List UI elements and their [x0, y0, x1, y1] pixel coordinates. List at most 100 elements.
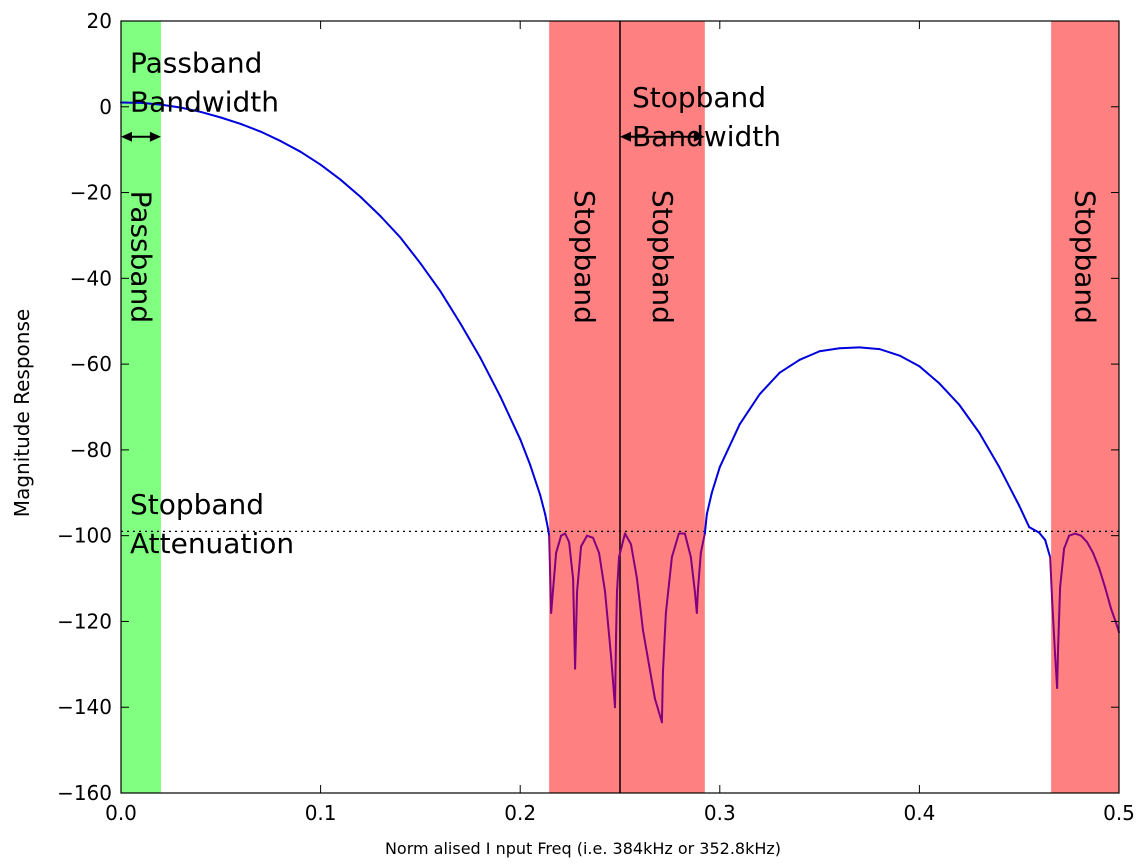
bandwidth-arrow-head	[121, 131, 132, 142]
response-line-segment	[661, 611, 667, 674]
response-line-segment	[479, 356, 502, 398]
response-line-segment	[1110, 607, 1119, 627]
stopband-region	[1051, 21, 1119, 793]
response-line-segment	[199, 110, 222, 119]
x-tick-label: 0.3	[704, 801, 736, 825]
response-line-segment	[139, 101, 162, 106]
response-line-segment	[898, 354, 921, 368]
stopband-region-label: Stopband	[646, 190, 679, 324]
response-line-segment	[689, 556, 696, 593]
passband-region-label: Passband	[124, 191, 157, 323]
x-tick-label: 0.1	[305, 801, 337, 825]
response-line-segment	[519, 438, 532, 466]
response-line-segment	[547, 528, 551, 537]
response-line-segment	[564, 532, 571, 544]
response-line-segment	[574, 590, 579, 670]
annotation-text: Stopband	[632, 81, 766, 114]
annotation-text: Bandwidth	[130, 85, 279, 118]
response-line-segment	[550, 551, 558, 614]
response-line-segment	[614, 637, 618, 709]
response-line-segment	[683, 532, 692, 559]
response-line-segment	[858, 346, 881, 351]
y-tick-label: −120	[57, 609, 112, 633]
response-line-segment	[159, 103, 182, 109]
response-line-segment	[1056, 646, 1060, 689]
response-line-segment	[1080, 534, 1089, 544]
response-line-segment	[259, 130, 282, 143]
stopband-region-label: Stopband	[568, 190, 601, 324]
response-line-segment	[459, 322, 482, 359]
response-line-segment	[696, 551, 702, 593]
response-line-segment	[339, 178, 362, 198]
axis-ticks: 0.0 0.1 0.2 0.3 0.4 0.5 20 0 −20 −40 −60 −80 −100 −12…	[57, 9, 1135, 825]
response-line-segment	[778, 358, 801, 374]
bandwidth-arrow-head	[620, 131, 631, 142]
response-line-segment	[616, 556, 621, 593]
response-line-segment	[629, 543, 638, 580]
response-line-segment	[1098, 566, 1107, 589]
x-tick-label: 0.5	[1103, 801, 1135, 825]
response-line-segment	[439, 290, 462, 325]
response-line-segment	[399, 236, 422, 265]
y-tick-label: 20	[87, 9, 112, 33]
response-line-segment	[544, 513, 550, 531]
x-axis-label: Norm alised I nput Freq (i.e. 384kHz or …	[385, 839, 781, 858]
response-line-segment	[1049, 556, 1054, 601]
response-line-segment	[670, 532, 680, 559]
response-line-segment	[580, 534, 589, 548]
response-line-segment	[279, 140, 302, 153]
response-line-segment	[319, 163, 342, 181]
response-line-segment	[647, 663, 656, 700]
response-line-segment	[703, 513, 708, 535]
response-line-segment	[586, 534, 595, 539]
response-line-segment	[758, 371, 781, 396]
response-line-segment	[623, 532, 632, 546]
response-line-segment	[1057, 586, 1062, 649]
response-line-segment	[379, 215, 402, 239]
response-line-segment	[664, 556, 673, 614]
response-line-segment	[1044, 538, 1052, 559]
response-line-segment	[1051, 599, 1057, 657]
x-tick-label: 0.4	[903, 801, 935, 825]
response-line-segment	[660, 671, 664, 724]
x-tick-label: 0.2	[504, 801, 536, 825]
response-line-segment	[798, 350, 821, 361]
response-line-segment	[1038, 531, 1047, 541]
stopband-region-label: Stopband	[1069, 190, 1102, 324]
response-line-segment	[641, 629, 650, 666]
response-line-segment	[1068, 532, 1077, 537]
response-line-segment	[299, 150, 322, 166]
annotation-text: Passband	[130, 46, 262, 79]
plot-frame	[120, 20, 1120, 794]
bandwidth-arrow-head	[693, 131, 705, 142]
response-line-segment	[618, 532, 626, 559]
annotation-text: Stopband	[130, 488, 264, 521]
response-line-segment	[604, 590, 613, 657]
response-line-segment	[598, 551, 607, 593]
y-tick-label: −20	[70, 181, 112, 205]
y-axis-label: Magnitude Response	[10, 309, 34, 517]
response-line-segment	[592, 536, 601, 554]
response-line-segment	[918, 365, 941, 385]
response-line-segment	[419, 262, 442, 293]
response-line-segment	[539, 493, 547, 516]
y-tick-label: 0	[99, 95, 112, 119]
response-line-segment	[529, 463, 542, 496]
response-line-segment	[1104, 586, 1113, 610]
response-line-segment	[878, 348, 901, 357]
response-line-segment	[838, 346, 861, 350]
response-line-segment	[978, 431, 1001, 469]
y-tick-label: −160	[57, 781, 112, 805]
response-line-segment	[1086, 541, 1095, 554]
response-line-segment	[1092, 551, 1101, 569]
response-line-segment	[239, 122, 262, 133]
y-tick-label: −140	[57, 695, 112, 719]
response-line-segment	[738, 393, 761, 426]
passband-region	[121, 21, 161, 793]
response-line-segment	[653, 697, 663, 724]
response-line-segment	[179, 106, 202, 113]
y-tick-label: −60	[70, 352, 112, 376]
response-line-segment	[699, 532, 706, 554]
